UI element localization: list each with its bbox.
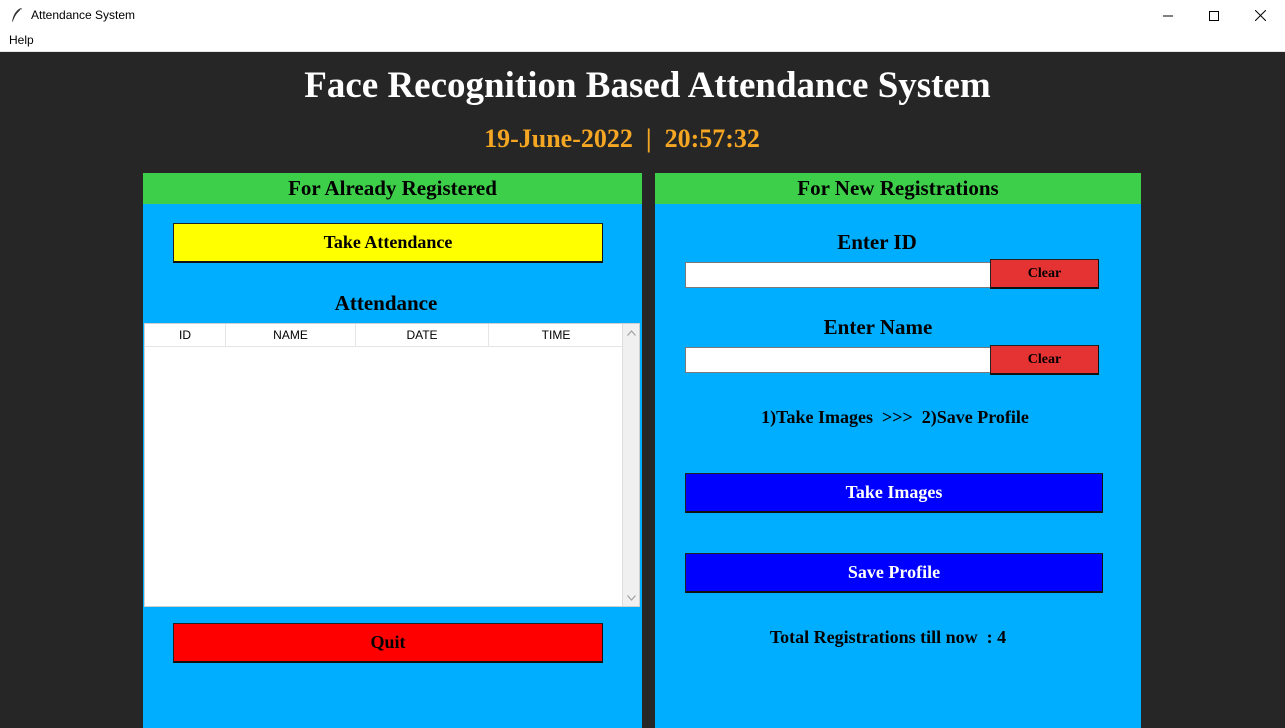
instructions-text: 1)Take Images >>> 2)Save Profile — [761, 407, 1029, 427]
save-profile-button[interactable]: Save Profile — [685, 553, 1103, 593]
enter-name-label: Enter Name — [823, 315, 933, 339]
maximize-icon — [1209, 10, 1219, 21]
take-attendance-button[interactable]: Take Attendance — [173, 223, 603, 263]
clear-id-button[interactable]: Clear — [990, 259, 1099, 289]
date-text: 19-June-2022 — [484, 124, 633, 153]
datetime-separator: | — [645, 124, 652, 153]
window-titlebar: Attendance System — [0, 0, 1285, 31]
take-images-button[interactable]: Take Images — [685, 473, 1103, 513]
quit-button[interactable]: Quit — [173, 623, 603, 663]
scroll-down-icon[interactable] — [623, 589, 640, 606]
scroll-up-icon[interactable] — [623, 324, 640, 341]
menu-help[interactable]: Help — [9, 33, 34, 47]
window-title: Attendance System — [31, 8, 136, 22]
total-registrations-text: Total Registrations till now : 4 — [769, 627, 1007, 647]
menubar: Help — [0, 31, 1285, 52]
column-id[interactable]: ID — [145, 324, 226, 346]
name-input[interactable] — [685, 347, 991, 373]
attendance-table[interactable]: ID NAME DATE TIME — [144, 323, 640, 607]
enter-id-label: Enter ID — [837, 230, 917, 254]
column-time[interactable]: TIME — [541, 328, 571, 342]
attendance-table-header: ID NAME DATE TIME — [145, 324, 623, 347]
time-text: 20:57:32 — [664, 124, 760, 153]
page-title: Face Recognition Based Attendance System — [304, 65, 991, 106]
minimize-icon — [1163, 15, 1173, 16]
maximize-button[interactable] — [1191, 0, 1237, 31]
table-scrollbar[interactable] — [622, 324, 639, 606]
column-name[interactable]: NAME — [226, 324, 356, 346]
close-icon — [1254, 10, 1266, 21]
registered-panel-heading: For Already Registered — [143, 173, 642, 204]
clear-name-button[interactable]: Clear — [990, 345, 1099, 375]
minimize-button[interactable] — [1145, 0, 1191, 31]
datetime-display: 19-June-2022 | 20:57:32 — [0, 124, 1244, 154]
attendance-heading: Attendance — [334, 291, 438, 315]
column-date[interactable]: DATE — [356, 324, 489, 346]
feather-icon — [12, 8, 22, 23]
registered-panel: For Already Registered Take Attendance A… — [143, 173, 642, 728]
new-registration-panel: For New Registrations Enter ID Clear Ent… — [655, 173, 1141, 728]
close-button[interactable] — [1237, 0, 1283, 31]
new-registration-heading: For New Registrations — [655, 173, 1141, 204]
id-input[interactable] — [685, 262, 991, 288]
